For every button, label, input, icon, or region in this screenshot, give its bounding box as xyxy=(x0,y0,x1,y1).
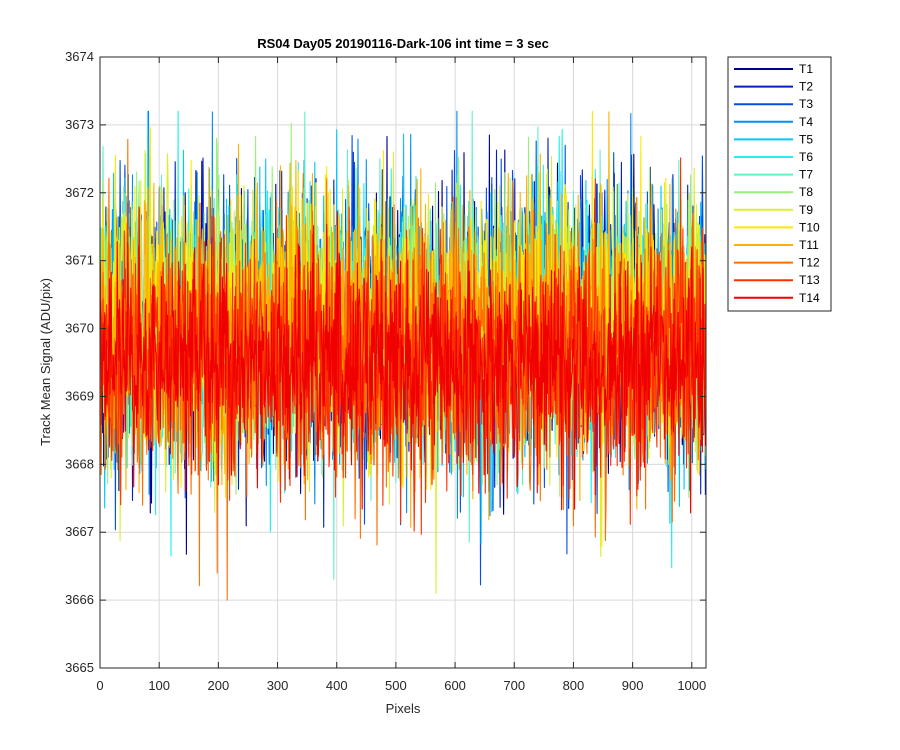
legend-label-t7: T7 xyxy=(799,168,813,182)
y-tick-label: 3669 xyxy=(65,388,94,403)
x-tick-label: 900 xyxy=(622,678,644,693)
x-axis-label: Pixels xyxy=(386,701,421,716)
y-tick-label: 3668 xyxy=(65,456,94,471)
chart-title: RS04 Day05 20190116-Dark-106 int time = … xyxy=(257,36,549,51)
x-tick-label: 100 xyxy=(148,678,170,693)
legend-label-t13: T13 xyxy=(799,273,820,287)
legend-label-t14: T14 xyxy=(799,291,820,305)
legend-label-t12: T12 xyxy=(799,256,820,270)
legend: T1 T2 T3 T4 T5 T6 T7 T8 T9 T10 T11 T12 T13 T14 xyxy=(727,56,832,312)
legend-label-t11: T11 xyxy=(799,238,819,252)
legend-label-t8: T8 xyxy=(799,185,813,199)
y-tick-label: 3673 xyxy=(65,117,94,132)
legend-label-t6: T6 xyxy=(799,150,813,164)
x-tick-label: 700 xyxy=(503,678,525,693)
x-tick-label: 0 xyxy=(96,678,103,693)
y-tick-label: 3665 xyxy=(65,660,94,675)
x-tick-label: 300 xyxy=(267,678,289,693)
x-tick-label: 600 xyxy=(444,678,466,693)
y-tick-label: 3666 xyxy=(65,592,94,607)
legend-label-t10: T10 xyxy=(799,220,820,234)
axis-ticks: 0 100 200 300 400 500 600 700 800 900 1000 3665 3666… xyxy=(65,49,706,693)
plot-area-frame xyxy=(99,56,707,669)
y-tick-label: 3672 xyxy=(65,185,94,200)
x-tick-label: 800 xyxy=(563,678,585,693)
x-tick-label: 1000 xyxy=(677,678,706,693)
legend-label-t5: T5 xyxy=(799,132,813,146)
legend-label-t9: T9 xyxy=(799,203,813,217)
y-tick-label: 3670 xyxy=(65,321,94,336)
x-tick-label: 500 xyxy=(385,678,407,693)
legend-label-t2: T2 xyxy=(799,80,813,94)
y-tick-label: 3671 xyxy=(65,253,94,268)
y-axis-label: Track Mean Signal (ADU/pix) xyxy=(38,278,53,446)
legend-label-t3: T3 xyxy=(799,97,813,111)
y-tick-label: 3667 xyxy=(65,524,94,539)
series-line-t14 xyxy=(99,206,706,514)
legend-label-t4: T4 xyxy=(799,115,813,129)
x-tick-label: 200 xyxy=(208,678,230,693)
y-tick-label: 3674 xyxy=(65,49,94,64)
series-line-t13 xyxy=(99,157,706,535)
x-tick-label: 400 xyxy=(326,678,348,693)
plot-series xyxy=(99,110,706,601)
legend-box xyxy=(727,56,832,312)
legend-label-t1: T1 xyxy=(799,62,813,76)
